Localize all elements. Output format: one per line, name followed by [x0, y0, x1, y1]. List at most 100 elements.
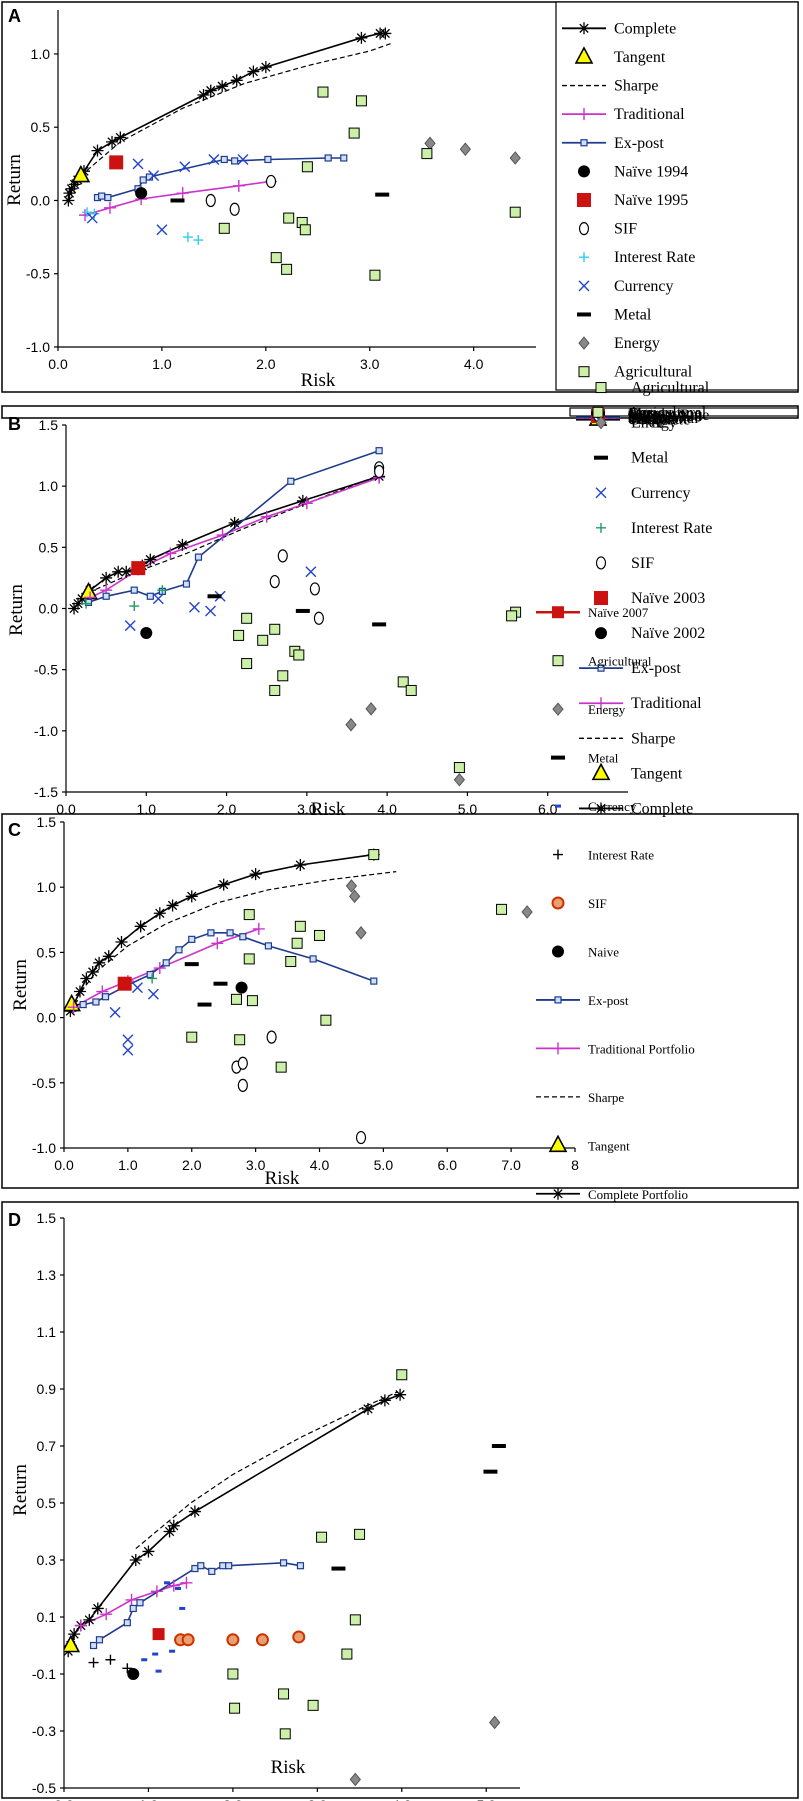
point-currency [148, 170, 160, 182]
point-traditional [164, 547, 177, 560]
legend-label: Naïve 1994 [614, 163, 688, 180]
x-tick-label: 3.0 [308, 1797, 328, 1801]
legend-glyph [552, 1042, 564, 1055]
legend-label: Interest Rate [614, 249, 695, 266]
point-energy [453, 772, 466, 787]
point-na-ve-2003 [117, 976, 132, 991]
legend-glyph [595, 487, 607, 499]
panel-letter: C [8, 820, 21, 840]
legend: CompleteTangentSharpeTraditionalEx-postN… [579, 380, 712, 817]
legend-label: Energy [631, 415, 677, 432]
legend-item: Agricultural [578, 364, 693, 381]
x-tick-label: 3.0 [360, 356, 380, 372]
point-currency [169, 1649, 176, 1653]
legend-item: Interest Rate [579, 249, 695, 266]
legend-item: Complete [562, 20, 676, 37]
legend-glyph [591, 762, 611, 781]
x-tick-label: 4.0 [310, 1157, 330, 1173]
point-na-ve-1994 [135, 187, 148, 200]
point-agricultural [355, 95, 367, 107]
y-tick-label: 0.0 [37, 1010, 57, 1026]
point-currency [179, 161, 191, 173]
point-agricultural [278, 1688, 290, 1700]
point-agricultural [218, 222, 230, 234]
point-complete-portfolio [83, 1613, 96, 1626]
y-tick-label: 1.0 [31, 46, 51, 62]
legend-label: Tangent [588, 1138, 630, 1153]
legend-glyph [578, 108, 590, 121]
point-metal [483, 1469, 498, 1474]
legend-glyph [551, 755, 565, 760]
legend-label: Sharpe [588, 1090, 624, 1105]
y-tick-label: -0.3 [32, 1723, 56, 1739]
y-tick-label: 0.0 [31, 192, 51, 208]
point-agricultural [233, 629, 245, 641]
x-tick-label: 2.0 [223, 1797, 243, 1801]
point-complete-portfolio [129, 1554, 142, 1566]
legend-item: Currency [595, 485, 691, 502]
point-sif [309, 582, 320, 596]
y-tick-label: 0.1 [37, 1609, 57, 1625]
point-interest-rate [122, 1663, 133, 1674]
point-currency [124, 620, 136, 632]
x-tick-label: 5.0 [458, 801, 478, 817]
point-ex-post [340, 154, 348, 162]
series-line-ex-post [83, 932, 375, 1006]
point-ex-post [296, 1562, 305, 1570]
point-complete [153, 907, 166, 920]
y-tick-label: 0.5 [37, 944, 57, 960]
point-ex-post [123, 1619, 131, 1627]
point-ex-post [194, 553, 203, 561]
point-complete [216, 80, 229, 93]
point-complete [247, 65, 260, 78]
point-complete [296, 494, 309, 507]
plot-area [68, 447, 522, 787]
x-axis-title: Risk [301, 370, 336, 391]
legend-label: Naïve 1999 [628, 408, 702, 425]
point-currency [175, 1587, 181, 1590]
legend-label: Naïve 2003 [631, 590, 705, 607]
legend-label: Traditional [628, 410, 699, 427]
point-agricultural [349, 1614, 361, 1626]
legend-label: Metal [628, 406, 666, 423]
legend-item: Interest Rate [553, 848, 654, 863]
point-complete-portfolio [68, 1628, 81, 1641]
legend-label: SIF [631, 555, 654, 572]
legend-label: Interest Rate [588, 848, 654, 863]
panel-letter: A [8, 6, 21, 26]
legend-glyph [578, 366, 590, 378]
legend-label: Traditional Portfolio [588, 1041, 695, 1056]
series-line-traditional [73, 928, 260, 1008]
legend-label: Complete [628, 412, 690, 429]
legend-label: Ex-post [588, 993, 629, 1008]
x-tick-label: 1.0 [139, 1797, 159, 1801]
point-currency [188, 601, 200, 613]
point-agricultural [301, 161, 313, 173]
legend-glyph [552, 702, 564, 716]
point-complete [144, 553, 157, 566]
legend: CompleteTangentSharpeTraditionalEx-postN… [569, 404, 799, 429]
panel-frame [1, 1201, 799, 1799]
series-line-traditional [89, 476, 380, 599]
point-metal [331, 1566, 346, 1571]
plot-area [64, 1369, 506, 1787]
point-complete-portfolio [91, 1602, 104, 1615]
legend-glyph [578, 165, 590, 178]
point-complete [112, 565, 125, 578]
legend: Complete Portfolio Tangent Sharpe Tradition… [536, 605, 695, 1202]
point-metal [213, 981, 228, 986]
point-metal [372, 622, 387, 627]
point-sif [313, 611, 324, 625]
legend-glyph [555, 804, 561, 808]
series-line-complete [67, 32, 386, 201]
point-ex-post [197, 1562, 205, 1570]
point-ex-post [182, 580, 191, 588]
point-complete [120, 565, 133, 578]
legend-box [569, 407, 799, 417]
legend-item: SIF [595, 555, 654, 572]
point-complete-portfolio [163, 1525, 176, 1538]
point-agricultural [421, 148, 433, 160]
legend-label: Energy [614, 335, 660, 352]
point-ex-post [98, 192, 106, 200]
point-agricultural [453, 762, 465, 774]
